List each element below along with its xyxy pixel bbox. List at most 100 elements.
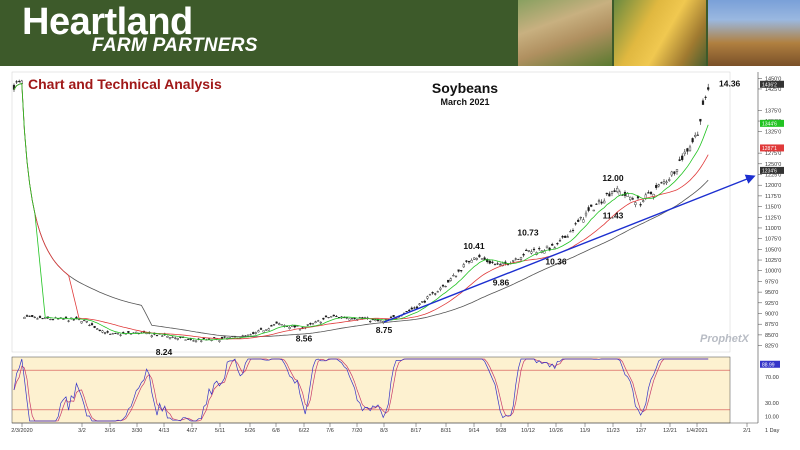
y-tick-label: 1150'0 xyxy=(765,205,781,211)
corn-photo xyxy=(614,0,706,66)
price-bar-body xyxy=(566,236,569,238)
y-tick-label: 1425'0 xyxy=(765,87,781,93)
price-bar-body xyxy=(551,244,554,246)
x-tick-label: 7/6 xyxy=(326,428,334,434)
price-bar-body xyxy=(652,193,655,198)
price-bar-body xyxy=(174,337,177,339)
y-tick-label: 1175'0 xyxy=(765,194,781,200)
y-tick-label: 1250'0 xyxy=(765,162,781,168)
price-bar-body xyxy=(522,254,525,256)
price-bar-body xyxy=(106,331,109,333)
price-bar-body xyxy=(665,181,668,184)
price-bar-body xyxy=(33,316,36,318)
price-bar-body xyxy=(311,323,315,325)
price-bar-body xyxy=(249,334,252,336)
price-bar-body xyxy=(610,191,614,194)
price-bar-body xyxy=(280,324,283,326)
price-bar-body xyxy=(262,330,265,333)
price-bar-body xyxy=(655,185,658,188)
price-bar-body xyxy=(707,87,710,90)
price-bar-body xyxy=(460,270,463,272)
price-bar-body xyxy=(62,318,65,320)
price-bar-body xyxy=(166,336,169,338)
price-annotation: 14.36 xyxy=(719,78,741,88)
x-tick-label: 9/14 xyxy=(469,428,480,434)
y-tick-label: 1125'0 xyxy=(765,215,781,221)
price-bar-body xyxy=(649,191,653,195)
x-tick-label: 5/11 xyxy=(215,428,225,434)
price-bar-body xyxy=(532,248,536,251)
price-annotation: 8.56 xyxy=(296,333,313,343)
price-bar-body xyxy=(127,331,130,333)
price-bar-body xyxy=(314,321,317,324)
price-bar-body xyxy=(447,279,450,283)
price-bar-body xyxy=(23,316,26,319)
price-bar-body xyxy=(675,169,679,172)
price-bar-body xyxy=(584,212,588,216)
y-tick-label: 1075'0 xyxy=(765,237,781,243)
price-bar-body xyxy=(288,327,291,329)
ma-gray-line xyxy=(13,82,709,338)
price-bar-body xyxy=(681,155,684,160)
price-tag-label: 1287'1 xyxy=(762,146,777,152)
x-tick-label: 3/30 xyxy=(132,428,143,434)
price-bar-body xyxy=(436,291,439,293)
price-bar-body xyxy=(90,323,94,326)
price-bar-body xyxy=(670,171,673,176)
price-bar-body xyxy=(327,317,330,319)
price-bar-body xyxy=(38,316,42,318)
price-bar-body xyxy=(587,207,590,211)
price-bar-body xyxy=(317,320,320,322)
price-bar-body xyxy=(103,332,107,334)
price-bar-body xyxy=(98,329,101,332)
price-bar-body xyxy=(530,251,533,254)
price-bar-body xyxy=(626,193,629,197)
x-tick-label: 5/26 xyxy=(245,428,256,434)
price-bar-body xyxy=(699,118,702,122)
price-bar-body xyxy=(322,317,325,320)
price-bar-body xyxy=(673,171,676,174)
price-annotation: 11.43 xyxy=(603,211,624,221)
price-bar-body xyxy=(683,151,686,155)
price-bar-body xyxy=(543,250,546,254)
price-bar-body xyxy=(431,292,434,294)
price-bar-body xyxy=(83,320,86,322)
price-bar-body xyxy=(36,318,39,320)
price-bar-body xyxy=(569,231,572,233)
y-tick-label: 825'0 xyxy=(765,344,778,350)
price-bar-body xyxy=(701,100,705,105)
price-bar-body xyxy=(369,321,372,323)
price-bar-body xyxy=(538,248,541,250)
price-bar-body xyxy=(525,249,528,251)
price-bar-body xyxy=(493,263,497,265)
price-annotation: 10.73 xyxy=(517,228,539,238)
price-bar-body xyxy=(480,258,484,260)
price-bar-body xyxy=(457,269,460,272)
x-tick-label: 8/3 xyxy=(380,428,388,434)
price-bar-body xyxy=(109,333,112,335)
price-bar-body xyxy=(595,203,598,205)
price-bar-body xyxy=(441,284,445,287)
price-bar-body xyxy=(608,193,611,197)
price-bar-body xyxy=(408,309,411,311)
price-bar-body xyxy=(168,337,172,340)
price-bar-body xyxy=(579,216,582,219)
price-bar-body xyxy=(415,306,419,309)
price-bar-body xyxy=(613,190,616,192)
price-bar-body xyxy=(348,318,351,321)
stochastic-tick-label: 70.00 xyxy=(765,375,779,381)
price-bar-body xyxy=(350,318,354,320)
price-bar-body xyxy=(75,316,78,319)
x-tick-label: 8/31 xyxy=(441,428,452,434)
price-bar-body xyxy=(444,286,447,288)
price-tag-label: 1436'2 xyxy=(762,82,777,88)
price-bar-body xyxy=(636,196,640,199)
price-bar-body xyxy=(101,330,104,333)
x-tick-label: 9/28 xyxy=(496,428,507,434)
price-bar-body xyxy=(80,321,83,324)
price-bar-body xyxy=(200,340,203,342)
y-tick-label: 1200'0 xyxy=(765,183,781,189)
price-bar-body xyxy=(246,334,250,337)
x-tick-label: 6/8 xyxy=(272,428,280,434)
price-bar-body xyxy=(657,184,660,187)
